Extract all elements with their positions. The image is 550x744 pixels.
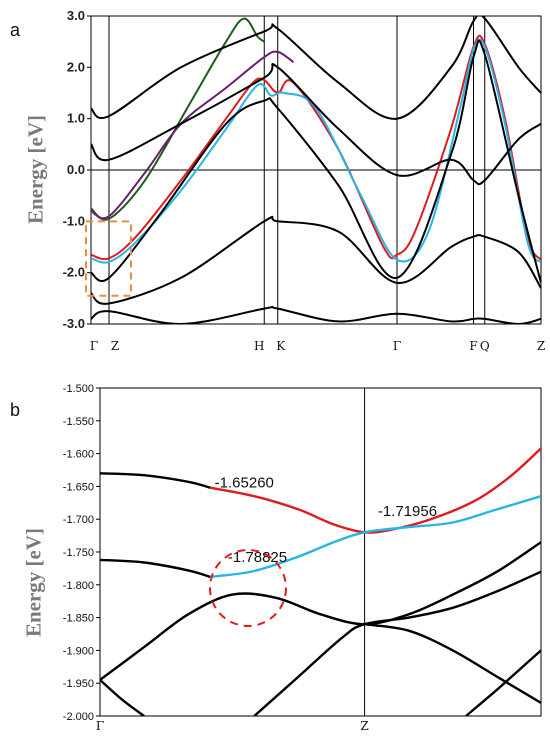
value-annotation: -1.78825: [228, 549, 287, 566]
x-tick-label: Z: [537, 339, 545, 353]
band-red-1: [210, 447, 541, 534]
band-black-4: [100, 541, 541, 681]
y-tick-label: -1.650: [63, 481, 94, 493]
y-tick-label: 1.0: [67, 111, 85, 126]
band-black-2: [100, 558, 211, 579]
y-tick-label: 3.0: [67, 8, 85, 23]
x-tick-label: Γ: [90, 339, 98, 353]
band-black-8: [91, 305, 541, 324]
x-tick-label: Q: [480, 339, 490, 353]
y-tick-label: -1.700: [63, 514, 94, 526]
band-purple-3: [91, 50, 295, 220]
y-tick-label: -1.950: [63, 678, 94, 690]
y-tick-label: -2.0: [63, 265, 85, 280]
y-tick-label: -1.900: [63, 645, 94, 657]
y-tick-label: -2.000: [63, 711, 94, 723]
y-tick-label: 2.0: [67, 59, 85, 74]
band-black-6: [91, 63, 541, 186]
y-tick-label: -1.500: [63, 383, 94, 395]
band-black-7: [364, 623, 541, 704]
value-annotation: -1.71956: [378, 503, 437, 520]
band-cyan-1: [91, 38, 541, 264]
panel-b-letter: b: [10, 400, 21, 420]
x-tick-label: F: [469, 339, 477, 353]
y-tick-label: -1.800: [63, 580, 94, 592]
panel-a-plot: 3.02.01.00.0-1.0-2.0-3.0Γ Z H K Γ F Q Z: [63, 8, 546, 353]
highlight-circle: [209, 549, 287, 627]
x-tick-label: Γ: [96, 719, 104, 733]
panel-b-plot: -1.500 -1.550 -1.600 -1.650 -1.700 -1.750 -1.8…: [63, 383, 542, 733]
y-tick-label: 0.0: [67, 162, 85, 177]
x-tick-label: K: [276, 339, 286, 353]
x-tick-label: Z: [111, 339, 119, 353]
x-tick-label: H: [254, 339, 264, 353]
y-tick-label: -1.600: [63, 449, 94, 461]
band-black-5: [100, 679, 145, 716]
band-black-6: [253, 570, 541, 716]
y-tick-label: -1.750: [63, 547, 94, 559]
y-tick-label: -1.850: [63, 613, 94, 625]
band-lines: [91, 16, 541, 324]
value-annotation: -1.65260: [215, 475, 274, 492]
panel-a-letter: a: [10, 20, 21, 40]
band-black-7: [91, 215, 541, 305]
y-tick-label: -1.550: [63, 416, 94, 428]
plot-frame: [99, 387, 542, 717]
y-tick-label: -1.0: [63, 213, 85, 228]
band-black-8: [465, 649, 541, 716]
band-cyan-3: [210, 495, 541, 579]
band-black-0: [100, 472, 211, 489]
x-tick-label: Γ: [393, 339, 401, 353]
band-black-5: [91, 16, 541, 120]
band-lines: [100, 447, 541, 716]
band-black-4: [91, 39, 541, 284]
x-tick-label: Z: [360, 719, 368, 733]
y-tick-label: -3.0: [63, 316, 85, 331]
